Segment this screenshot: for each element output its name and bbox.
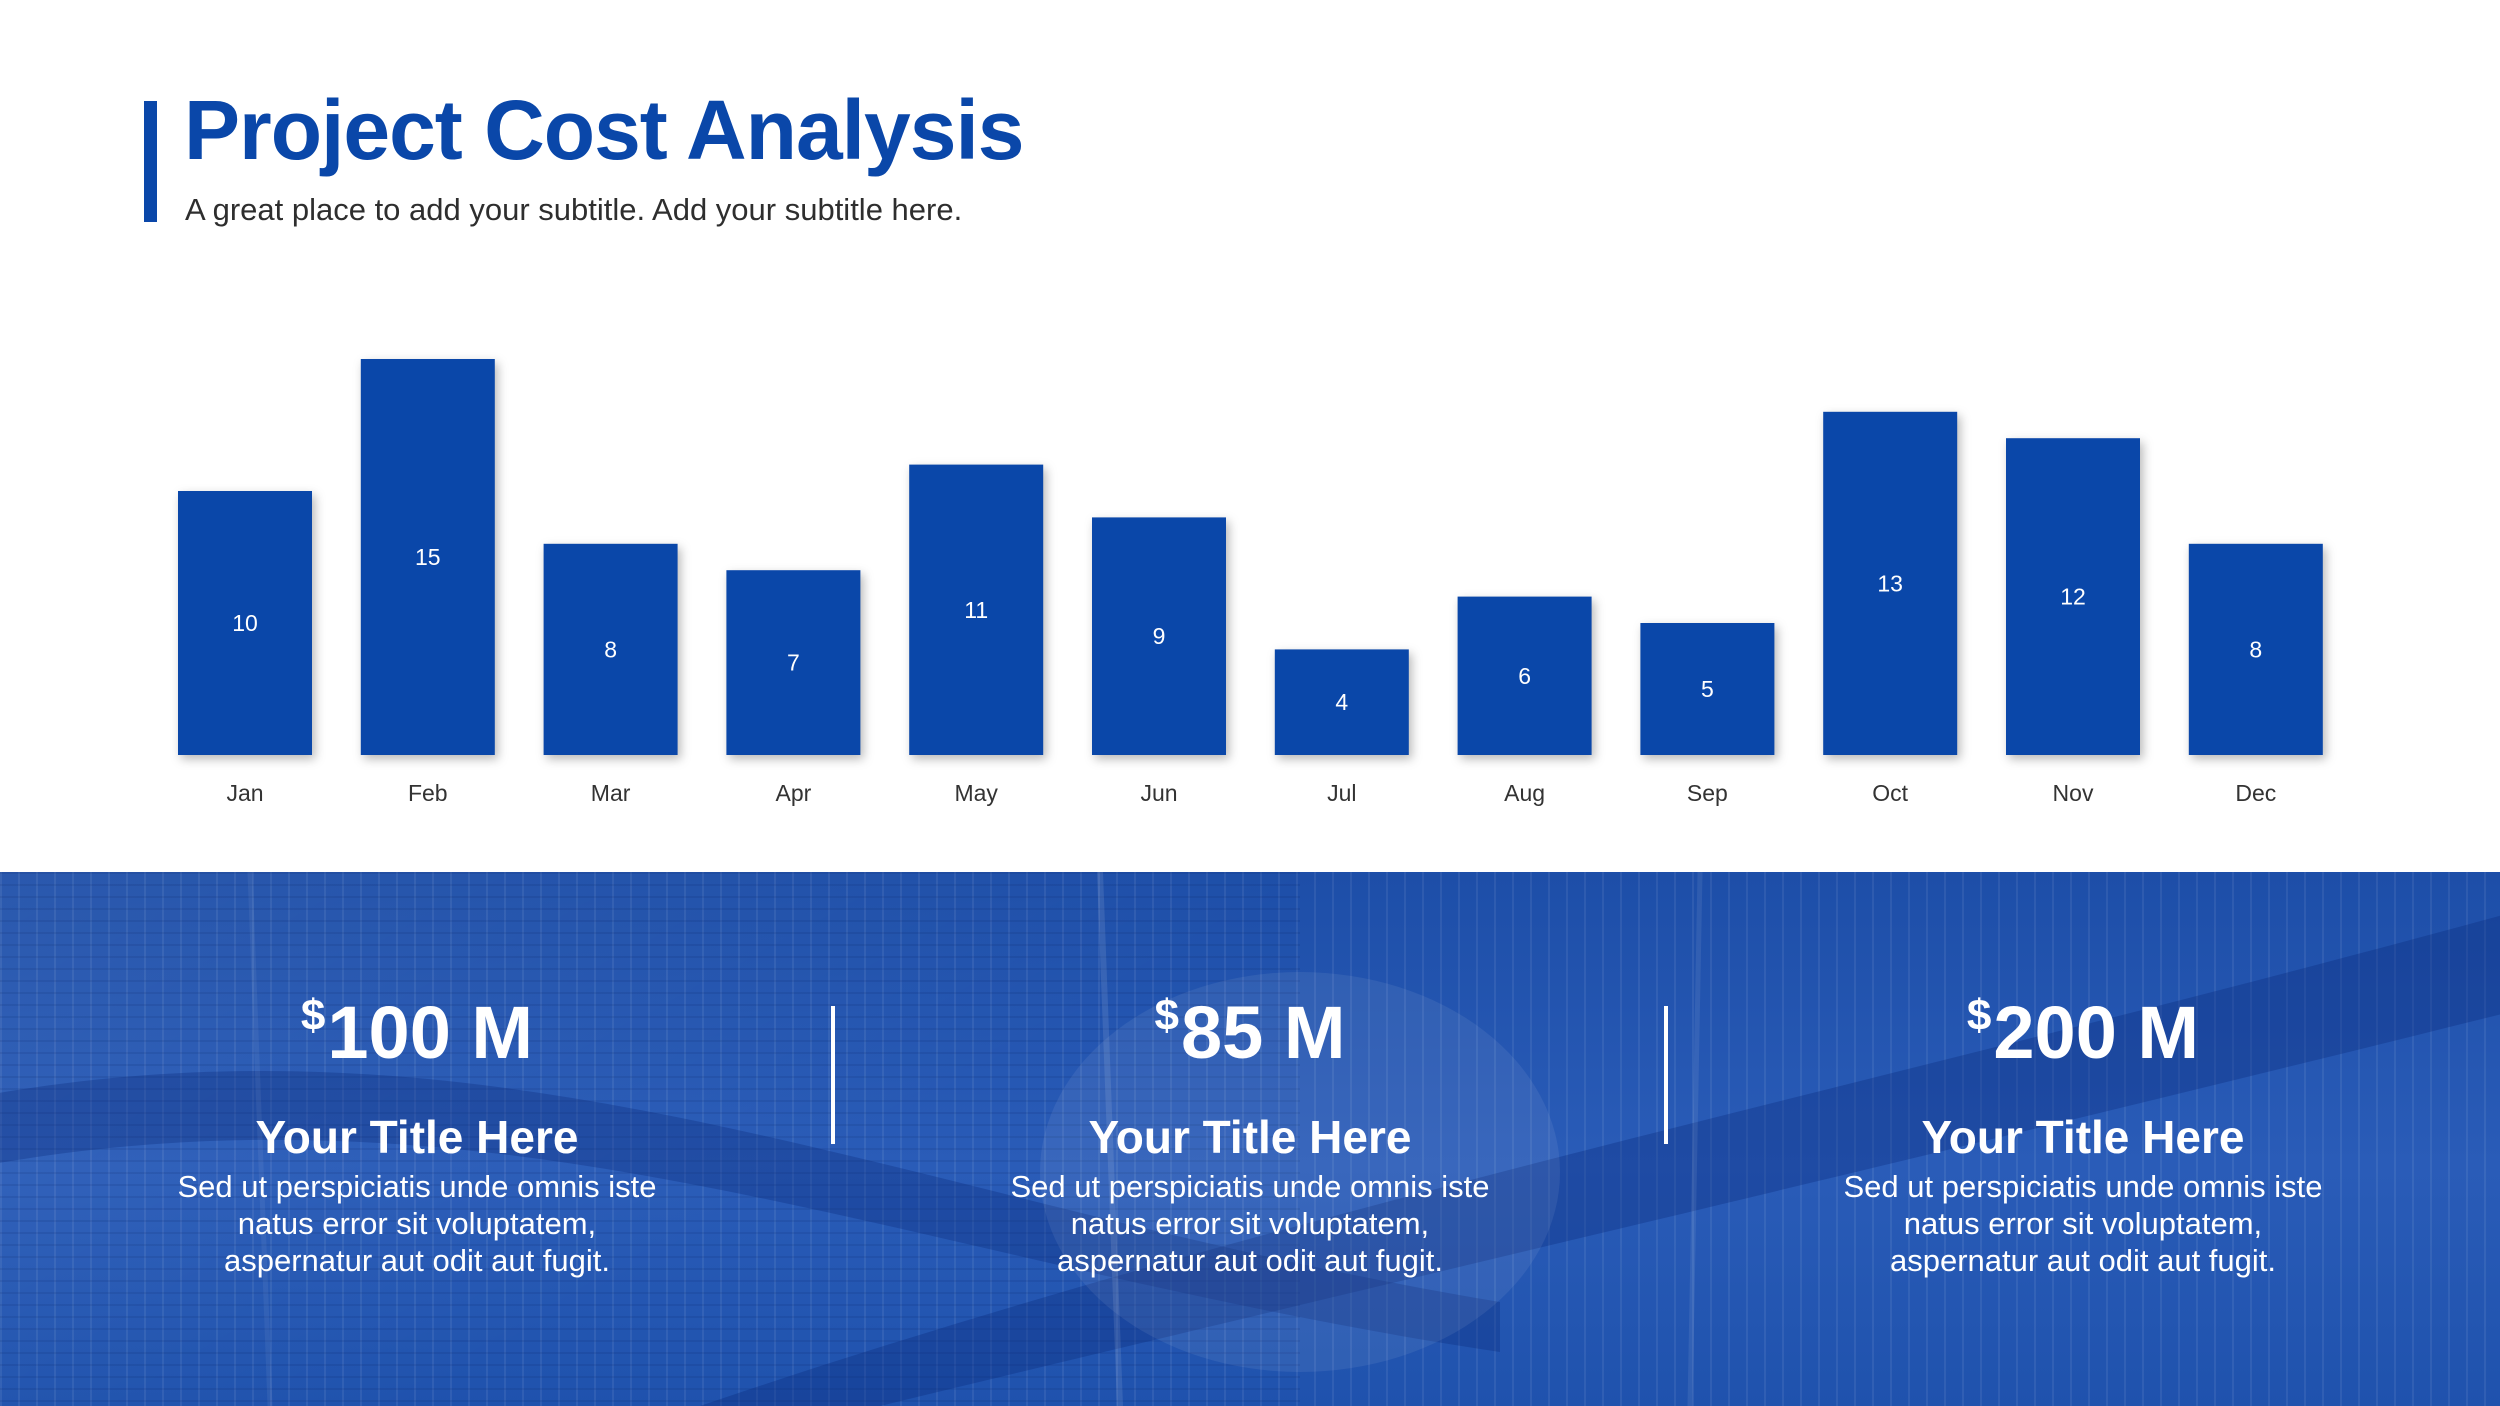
monthly-cost-bar-chart: 10 Jan 15 Feb 8 Mar 7 Apr 11 May 9 Jun 4 Jul 6 Aug 5 Sep 1… [178, 359, 2323, 806]
data-label-sep: 5 [1701, 676, 1714, 702]
stat-divider [831, 1006, 835, 1144]
data-label-may: 11 [964, 597, 988, 623]
stat-title: Your Title Here [255, 1111, 579, 1163]
building-texture-background [0, 872, 2500, 1406]
x-tick-label-may: May [954, 780, 998, 806]
data-label-feb: 15 [415, 544, 441, 570]
bar-jan [178, 491, 312, 755]
currency-symbol: $ [1966, 991, 1992, 1040]
bar-may [909, 464, 1044, 755]
stat-card-2: $85 M Your Title Here Sed ut perspiciati… [833, 872, 1667, 1406]
bar-aug [1457, 596, 1592, 755]
stat-title: Your Title Here [1921, 1111, 2245, 1163]
x-tick-label-dec: Dec [2235, 780, 2276, 806]
x-tick-label-mar: Mar [591, 780, 631, 806]
bar-feb [360, 359, 495, 755]
bar-sep [1640, 623, 1775, 755]
data-label-jun: 9 [1153, 623, 1166, 649]
data-label-apr: 7 [787, 650, 800, 676]
stat-amount: 100 M [327, 991, 534, 1074]
page-title: Project Cost Analysis [184, 83, 1025, 177]
stat-card-1: $100 M Your Title Here Sed ut perspiciat… [0, 872, 834, 1406]
x-tick-label-jun: Jun [1140, 780, 1177, 806]
x-tick-label-oct: Oct [1872, 780, 1908, 806]
bar-oct [1823, 411, 1958, 755]
data-label-jan: 10 [232, 610, 258, 636]
data-label-jul: 4 [1335, 689, 1348, 715]
x-tick-label-jul: Jul [1327, 780, 1356, 806]
page-subtitle: A great place to add your subtitle. Add … [185, 192, 963, 227]
stat-description: Sed ut perspiciatis unde omnis iste natu… [1010, 1169, 1490, 1278]
stat-card-3: $200 M Your Title Here Sed ut perspiciat… [1666, 872, 2500, 1406]
currency-symbol: $ [1154, 991, 1179, 1040]
stat-value: $200 M [1666, 994, 2500, 1070]
stat-description: Sed ut perspiciatis unde omnis iste natu… [177, 1169, 657, 1278]
data-label-dec: 8 [2249, 636, 2262, 662]
currency-symbol: $ [300, 991, 326, 1040]
x-tick-label-sep: Sep [1687, 780, 1728, 806]
stat-divider [1664, 1006, 1668, 1144]
x-tick-label-apr: Apr [776, 780, 812, 806]
stat-description: Sed ut perspiciatis unde omnis iste natu… [1843, 1169, 2323, 1278]
title-accent-bar [144, 101, 157, 222]
bar-jul [1274, 649, 1409, 755]
bar-mar [543, 543, 678, 755]
stat-amount: 85 M [1180, 991, 1346, 1074]
x-tick-label-nov: Nov [2053, 780, 2094, 806]
data-label-aug: 6 [1518, 663, 1531, 689]
stat-amount: 200 M [1993, 991, 2200, 1074]
x-tick-label-aug: Aug [1504, 780, 1545, 806]
stat-value: $85 M [833, 994, 1667, 1070]
data-label-mar: 8 [604, 636, 617, 662]
stats-band: $100 M Your Title Here Sed ut perspiciat… [0, 872, 2500, 1406]
stat-value: $100 M [0, 994, 834, 1070]
x-tick-label-feb: Feb [408, 780, 448, 806]
data-label-oct: 13 [1877, 570, 1903, 596]
stat-title: Your Title Here [1088, 1111, 1412, 1163]
x-tick-label-jan: Jan [226, 780, 263, 806]
bar-jun [1092, 517, 1226, 755]
bar-nov [2006, 438, 2140, 755]
bar-dec [2188, 543, 2323, 755]
bar-apr [726, 570, 861, 755]
data-label-nov: 12 [2060, 584, 2086, 610]
